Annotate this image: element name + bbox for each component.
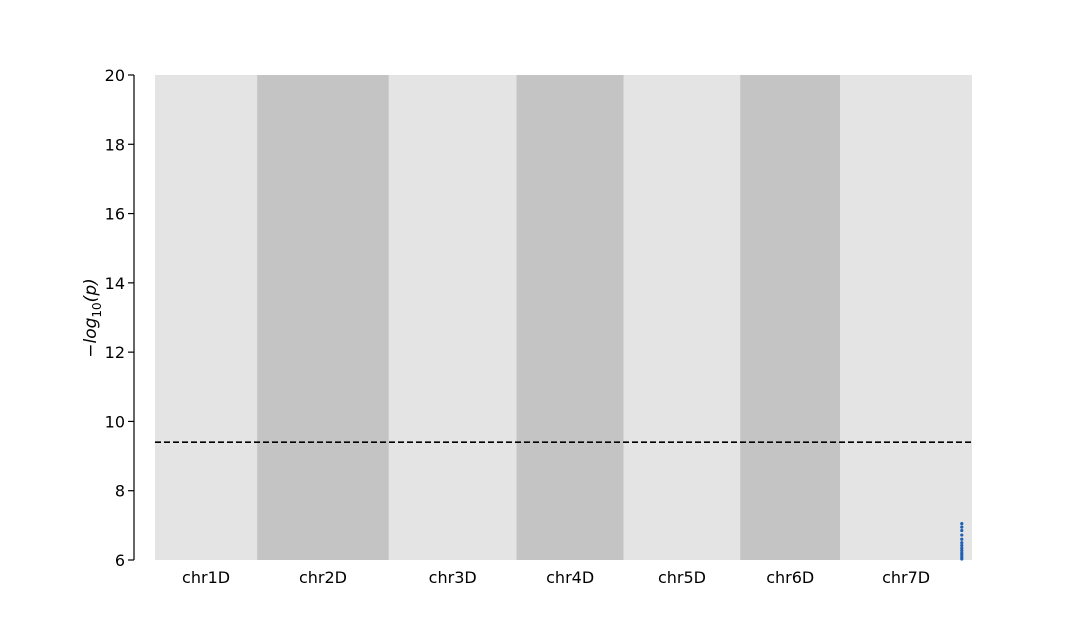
chromosome-band-chr5D <box>623 75 741 560</box>
data-point-12 <box>960 557 964 561</box>
x-tick-label-chr6D: chr6D <box>766 568 814 587</box>
y-tick-label-8: 8 <box>115 482 125 501</box>
ylabel-log: log <box>81 317 101 343</box>
y-tick-label-20: 20 <box>105 66 125 85</box>
y-axis-title: −log10(p) <box>81 278 104 358</box>
y-tick-label-16: 16 <box>105 205 125 224</box>
data-point-7 <box>960 546 964 550</box>
data-point-3 <box>960 533 964 537</box>
data-point-5 <box>960 541 964 545</box>
data-point-4 <box>960 537 964 541</box>
y-tick-label-12: 12 <box>105 343 125 362</box>
x-tick-label-chr1D: chr1D <box>182 568 230 587</box>
y-tick-label-6: 6 <box>115 551 125 570</box>
data-point-2 <box>960 528 964 533</box>
data-point-8 <box>960 549 964 553</box>
chromosome-band-chr7D <box>840 75 972 560</box>
chromosome-bands <box>155 75 972 560</box>
ylabel-arg: (p) <box>81 278 101 302</box>
x-tick-label-chr7D: chr7D <box>882 568 930 587</box>
chromosome-band-chr1D <box>155 75 258 560</box>
chromosome-band-chr2D <box>257 75 389 560</box>
data-point-0 <box>960 522 964 526</box>
data-point-6 <box>960 543 964 548</box>
y-axis-ticks: 6 8 10 12 14 16 18 20 <box>105 66 134 570</box>
x-tick-label-chr4D: chr4D <box>546 568 594 587</box>
data-points <box>960 522 964 561</box>
y-tick-label-10: 10 <box>105 412 125 431</box>
x-tick-label-chr3D: chr3D <box>429 568 477 587</box>
x-tick-label-chr2D: chr2D <box>299 568 347 587</box>
y-tick-label-14: 14 <box>105 274 125 293</box>
chromosome-band-chr6D <box>740 75 841 560</box>
ylabel-sub: 10 <box>90 302 104 317</box>
x-tick-label-chr5D: chr5D <box>658 568 706 587</box>
data-point-1 <box>960 525 964 529</box>
y-tick-label-18: 18 <box>105 135 125 154</box>
x-axis-ticks: chr1D chr2D chr3D chr4D chr5D chr6D chr7D <box>182 568 930 587</box>
chromosome-band-chr4D <box>516 75 624 560</box>
ylabel-minus: − <box>81 344 101 358</box>
chromosome-band-chr3D <box>388 75 517 560</box>
